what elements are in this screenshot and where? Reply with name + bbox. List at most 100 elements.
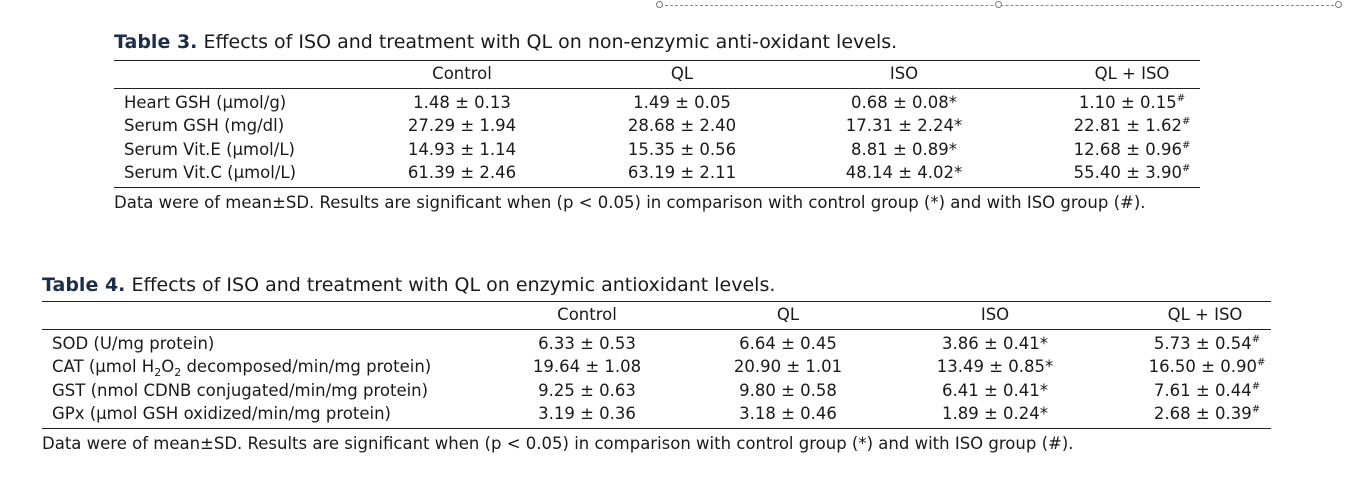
cell-ql: 6.64 ± 0.45	[739, 333, 837, 353]
table-row: Heart GSH (μmol/g) 1.48 ± 0.13 1.49 ± 0.…	[124, 91, 1200, 115]
table-3-title: Effects of ISO and treatment with QL on …	[203, 31, 898, 53]
cell-value: 7.61 ± 0.44	[1153, 380, 1252, 400]
cell-ql-iso: 2.68 ± 0.39#	[1154, 402, 1260, 426]
subscript: 2	[154, 366, 162, 379]
table-3-header-rule	[114, 87, 1200, 89]
table-4-top-rule	[42, 301, 1271, 302]
cell-iso: 13.49 ± 0.85*	[936, 357, 1054, 376]
row-label: Serum Vit.E (μmol/L)	[124, 139, 295, 159]
table-3-header-row: Control QL ISO QL + ISO	[114, 62, 1200, 86]
table-4-col-ql: QL	[776, 305, 800, 324]
table-4-title: Effects of ISO and treatment with QL on …	[131, 274, 776, 296]
label-part: decomposed/min/mg protein)	[181, 357, 432, 376]
row-label: Serum Vit.C (μmol/L)	[124, 163, 297, 182]
table-3-body: Heart GSH (μmol/g) 1.48 ± 0.13 1.49 ± 0.…	[114, 91, 1200, 185]
significance-mark: #	[1176, 92, 1186, 104]
significance-mark: #	[1251, 380, 1261, 392]
table-3-col-ql-iso: QL + ISO	[1094, 64, 1170, 83]
cell-ql-iso: 7.61 ± 0.44#	[1154, 379, 1260, 403]
table-row: SOD (U/mg protein) 6.33 ± 0.53 6.64 ± 0.…	[52, 332, 1271, 356]
cell-ql: 3.18 ± 0.46	[739, 404, 837, 423]
cell-ql: 9.80 ± 0.58	[739, 380, 837, 400]
cell-ql: 28.68 ± 2.40	[627, 116, 737, 135]
cell-ql: 1.49 ± 0.05	[633, 92, 731, 112]
cell-ql-iso: 5.73 ± 0.54#	[1154, 332, 1260, 356]
cell-iso: 0.68 ± 0.08*	[850, 92, 958, 112]
table-3-col-ql: QL	[670, 64, 694, 83]
table-3-col-control: Control	[432, 64, 492, 83]
table-row: CAT (μmol H2O2 decomposed/min/mg protein…	[52, 355, 1271, 379]
row-label: Heart GSH (μmol/g)	[124, 92, 287, 112]
cell-control: 27.29 ± 1.94	[407, 116, 517, 135]
cell-control: 6.33 ± 0.53	[538, 333, 636, 353]
cell-value: 12.68 ± 0.96	[1073, 139, 1182, 159]
cell-control: 1.48 ± 0.13	[413, 92, 511, 112]
table-4: Table 4. Effects of ISO and treatment wi…	[42, 273, 1271, 455]
table-row: GPx (μmol GSH oxidized/min/mg protein) 3…	[52, 402, 1271, 426]
cell-ql-iso: 22.81 ± 1.62#	[1074, 114, 1191, 138]
cell-control: 14.93 ± 1.14	[407, 139, 517, 159]
table-3-top-rule	[114, 60, 1200, 61]
significance-mark: #	[1181, 139, 1191, 151]
cell-iso: 17.31 ± 2.24*	[845, 116, 963, 135]
table-row: Serum Vit.E (μmol/L) 14.93 ± 1.14 15.35 …	[124, 138, 1200, 162]
cell-value: 5.73 ± 0.54	[1153, 333, 1252, 353]
table-row: Serum GSH (mg/dl) 27.29 ± 1.94 28.68 ± 2…	[124, 114, 1200, 138]
table-4-header-rule	[42, 328, 1271, 330]
cell-control: 9.25 ± 0.63	[538, 380, 636, 400]
significance-mark: #	[1251, 404, 1261, 415]
cell-value: 1.10 ± 0.15	[1078, 92, 1177, 112]
significance-mark: #	[1181, 163, 1191, 174]
cell-ql-iso: 55.40 ± 3.90#	[1074, 161, 1191, 185]
significance-mark: #	[1256, 357, 1266, 368]
cell-value: 16.50 ± 0.90	[1148, 357, 1257, 376]
row-label: GPx (μmol GSH oxidized/min/mg protein)	[52, 404, 391, 423]
label-part: CAT (μmol H	[52, 357, 155, 376]
table-3-label: Table 3.	[114, 31, 198, 53]
row-label: CAT (μmol H2O2 decomposed/min/mg protein…	[52, 355, 431, 379]
table-3-caption: Table 3. Effects of ISO and treatment wi…	[114, 30, 1200, 54]
row-label: Serum GSH (mg/dl)	[124, 116, 285, 135]
cell-ql: 63.19 ± 2.11	[627, 163, 737, 182]
cell-iso: 6.41 ± 0.41*	[941, 380, 1049, 400]
resize-handle-right[interactable]	[1335, 1, 1342, 8]
cell-control: 3.19 ± 0.36	[538, 404, 636, 423]
significance-mark: #	[1251, 333, 1261, 345]
cell-iso: 8.81 ± 0.89*	[850, 139, 958, 159]
label-part: O	[161, 357, 175, 376]
table-row: Serum Vit.C (μmol/L) 61.39 ± 2.46 63.19 …	[124, 161, 1200, 185]
resize-handle-middle[interactable]	[995, 1, 1002, 8]
table-4-footnote: Data were of mean±SD. Results are signif…	[42, 433, 1074, 453]
cell-ql-iso: 12.68 ± 0.96#	[1074, 138, 1191, 162]
row-label: GST (nmol CDNB conjugated/min/mg protein…	[52, 380, 429, 400]
cell-value: 55.40 ± 3.90	[1073, 163, 1182, 182]
table-4-label: Table 4.	[42, 274, 126, 296]
table-3-col-iso: ISO	[889, 64, 919, 83]
significance-mark: #	[1181, 116, 1191, 127]
cell-ql-iso: 1.10 ± 0.15#	[1079, 91, 1185, 115]
table-4-caption: Table 4. Effects of ISO and treatment wi…	[42, 273, 1271, 297]
cell-value: 22.81 ± 1.62	[1073, 116, 1182, 135]
row-label: SOD (U/mg protein)	[52, 333, 215, 353]
table-4-col-control: Control	[557, 305, 617, 324]
table-4-header-row: Control QL ISO QL + ISO	[42, 303, 1271, 327]
cell-ql-iso: 16.50 ± 0.90#	[1149, 355, 1266, 379]
subscript: 2	[174, 366, 182, 379]
table-3-footnote: Data were of mean±SD. Results are signif…	[114, 192, 1146, 212]
table-3: Table 3. Effects of ISO and treatment wi…	[114, 30, 1200, 214]
table-4-col-ql-iso: QL + ISO	[1167, 305, 1243, 324]
cell-iso: 3.86 ± 0.41*	[941, 333, 1049, 353]
cell-iso: 48.14 ± 4.02*	[845, 163, 963, 182]
resize-handle-left[interactable]	[656, 1, 663, 8]
cell-value: 2.68 ± 0.39	[1153, 404, 1252, 423]
table-3-bottom-rule	[114, 186, 1200, 188]
table-4-body: SOD (U/mg protein) 6.33 ± 0.53 6.64 ± 0.…	[42, 332, 1271, 426]
table-4-col-iso: ISO	[980, 305, 1010, 324]
cell-iso: 1.89 ± 0.24*	[941, 404, 1049, 423]
cell-control: 61.39 ± 2.46	[407, 163, 517, 182]
table-row: GST (nmol CDNB conjugated/min/mg protein…	[52, 379, 1271, 403]
cell-ql: 20.90 ± 1.01	[733, 357, 843, 376]
cell-control: 19.64 ± 1.08	[532, 357, 642, 376]
table-4-bottom-rule	[42, 427, 1271, 429]
cell-ql: 15.35 ± 0.56	[627, 139, 737, 159]
